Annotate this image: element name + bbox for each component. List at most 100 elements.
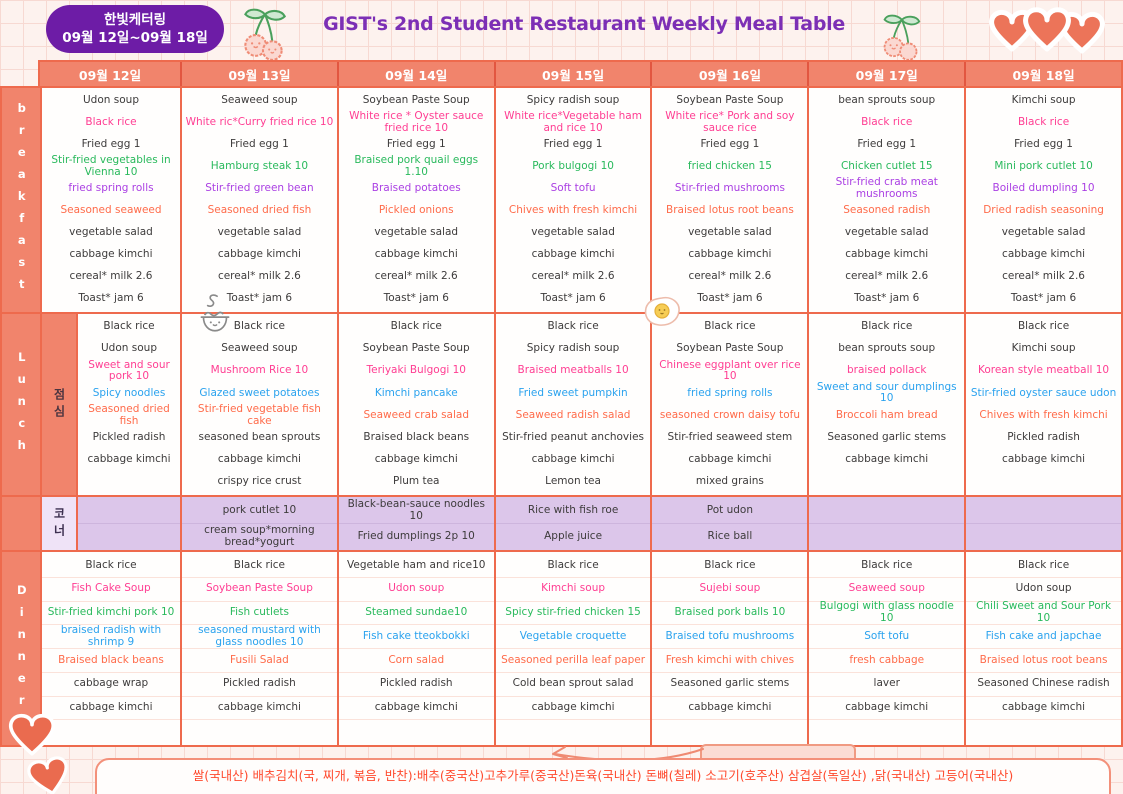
menu-item: Apple juice xyxy=(495,523,651,549)
menu-item: bean sprouts soup xyxy=(838,342,936,355)
menu-item: Teriyaki Bulgogi 10 xyxy=(366,364,466,377)
menu-item: Seasoned garlic stems xyxy=(652,671,808,696)
menu-item: cabbage kimchi xyxy=(845,248,929,261)
menu-item: cabbage kimchi xyxy=(217,452,301,465)
breakfast-row-label: breakfast xyxy=(2,88,40,312)
lunch-day-column: Black rice Udon soup Sweet and sour pork 1… xyxy=(76,314,180,495)
breakfast-day-column: Soybean Paste Soup White rice* Pork and s… xyxy=(650,88,808,312)
menu-item: Pickled radish xyxy=(182,671,337,696)
lunch-day-column: Black rice Spicy radish soup Braised meatb… xyxy=(493,314,651,495)
menu-item: Braised tofu mushrooms xyxy=(652,624,808,648)
menu-item: cabbage kimchi xyxy=(652,695,808,720)
menu-item: vegetable salad xyxy=(217,226,302,239)
cherry-doodle-icon xyxy=(244,8,287,61)
menu-item: Stir-fried oyster sauce udon xyxy=(970,386,1117,399)
menu-item xyxy=(78,523,180,549)
cherry-doodle-icon xyxy=(883,14,921,61)
menu-item: Seaweed radish salad xyxy=(515,408,631,421)
caterer-name: 한빛케터링 xyxy=(103,11,167,28)
menu-item: Soybean Paste Soup xyxy=(676,94,784,107)
menu-item: cabbage kimchi xyxy=(809,695,965,720)
menu-item: laver xyxy=(809,671,965,696)
menu-item: Kimchi soup xyxy=(1011,342,1076,355)
lunch-day-column: Black rice Soybean Paste Soup Chinese eggp… xyxy=(650,314,808,495)
menu-item: Pickled radish xyxy=(1007,430,1080,443)
dinner-day-column: Black rice Udon soup Chili Sweet and Sour … xyxy=(964,552,1121,745)
menu-item: braised radish with shrimp 9 xyxy=(42,624,180,648)
menu-item: Braised lotus root beans xyxy=(665,204,794,217)
menu-item: Steamed sundae10 xyxy=(338,600,494,625)
menu-item: Black rice xyxy=(861,116,913,129)
lunch-day-column: Black rice Soybean Paste Soup Teriyaki Bul… xyxy=(336,314,494,495)
menu-item: Udon soup xyxy=(338,576,494,601)
menu-item: Black rice xyxy=(233,558,286,571)
menu-item: White rice * Oyster sauce fried rice 10 xyxy=(349,110,484,134)
menu-item: Stir-fried peanut anchovies xyxy=(502,430,644,443)
breakfast-day-column: Spicy radish soup White rice*Vegetable ha… xyxy=(493,88,651,312)
menu-item: Fried egg 1 xyxy=(857,138,917,151)
menu-item: Braised pork balls 10 xyxy=(652,600,808,625)
menu-item: Black rice xyxy=(1017,558,1070,571)
menu-item: Braised black beans xyxy=(363,430,470,443)
day-header: 09월 13일 xyxy=(180,62,337,86)
menu-item: cabbage kimchi xyxy=(688,452,772,465)
menu-item: cereal* milk 2.6 xyxy=(531,270,615,283)
menu-item xyxy=(809,719,965,743)
weekly-meal-table: 09월 12일 09월 13일 09월 14일 09월 15일 09월 16일 09월 1… xyxy=(0,60,1123,747)
lunch-row-label: Lunch xyxy=(2,314,40,495)
origin-info-box: 쌀(국내산) 배추김치(국, 찌개, 볶음, 반찬):배추(중국산)고추가루(중… xyxy=(95,758,1111,794)
dinner-row-label: Dinner xyxy=(2,552,40,745)
menu-item: Udon soup xyxy=(101,342,157,355)
menu-item: cabbage kimchi xyxy=(338,695,494,720)
table-body: breakfast Udon soup Black rice Fried egg 1… xyxy=(0,86,1123,747)
menu-item xyxy=(809,471,964,493)
menu-item: cabbage kimchi xyxy=(182,695,337,720)
menu-item: vegetable salad xyxy=(688,226,772,239)
menu-item: Lemon tea xyxy=(545,475,601,488)
origin-info-text: 쌀(국내산) 배추김치(국, 찌개, 볶음, 반찬):배추(중국산)고추가루(중… xyxy=(192,768,1014,783)
menu-item: cabbage kimchi xyxy=(42,695,180,720)
day-header: 09월 12일 xyxy=(40,62,180,86)
menu-item: Black rice xyxy=(1017,320,1070,333)
menu-item xyxy=(182,719,337,743)
menu-item: Kimchi soup xyxy=(1011,94,1076,107)
menu-item: Korean style meatball 10 xyxy=(977,364,1110,377)
menu-item: cereal* milk 2.6 xyxy=(69,270,153,283)
menu-item: cereal* milk 2.6 xyxy=(1002,270,1085,283)
menu-item: Black rice xyxy=(233,320,286,333)
menu-item xyxy=(42,719,180,743)
heart-doodle-icon xyxy=(27,756,68,794)
menu-item: cabbage kimchi xyxy=(966,695,1121,720)
breakfast-day-column: Kimchi soup Black rice Fried egg 1 Mini por… xyxy=(964,88,1121,312)
menu-item: Toast* jam 6 xyxy=(1010,292,1077,305)
day-header-row: 09월 12일 09월 13일 09월 14일 09월 15일 09월 16일 09월 1… xyxy=(38,60,1123,86)
menu-item: Stir-fried crab meat mushrooms xyxy=(835,176,938,200)
menu-item: Spicy radish soup xyxy=(526,342,620,355)
menu-item xyxy=(809,523,965,549)
menu-item: cabbage kimchi xyxy=(531,452,615,465)
page-title: GIST's 2nd Student Restaurant Weekly Mea… xyxy=(323,13,845,35)
allergen-info-text: 1.계란 2.우유 3.메밀 4.땅콩 5.대두 6.밀 7.고등어 8.게 9… xyxy=(111,790,1095,794)
menu-item: Sweet and sour pork 10 xyxy=(88,358,170,383)
dinner-day-column: Black rice Kimchi soup Spicy stir-fried ch… xyxy=(493,552,651,745)
menu-item: Braised potatoes xyxy=(371,182,461,195)
menu-item: Hamburg steak 10 xyxy=(210,160,309,173)
breakfast-label-text: breakfast xyxy=(14,101,29,299)
menu-item: Black rice xyxy=(103,320,155,333)
menu-item: seasoned mustard with glass noodles 10 xyxy=(182,624,337,648)
fried-egg-doodle-icon xyxy=(644,296,680,326)
lunch-day-column: Black rice Kimchi soup Korean style meatba… xyxy=(964,314,1121,495)
menu-item: Fish Cake Soup xyxy=(42,576,180,601)
menu-item: vegetable salad xyxy=(69,226,153,239)
menu-item: Stir-fried seaweed stem xyxy=(667,430,793,443)
caterer-badge: 한빛케터링 09월 12일~09월 18일 xyxy=(46,5,224,53)
menu-item: Toast* jam 6 xyxy=(540,292,606,305)
menu-item: cabbage kimchi xyxy=(531,248,615,261)
menu-item: Toast* jam 6 xyxy=(78,292,144,305)
dinner-day-column: Black rice Fish Cake Soup Stir-fried kimch… xyxy=(40,552,180,745)
menu-item: Pickled radish xyxy=(92,430,166,443)
menu-item: Udon soup xyxy=(966,576,1121,601)
menu-item: Seasoned perilla leaf paper xyxy=(495,648,651,672)
menu-item: Sweet and sour dumplings 10 xyxy=(816,380,957,405)
